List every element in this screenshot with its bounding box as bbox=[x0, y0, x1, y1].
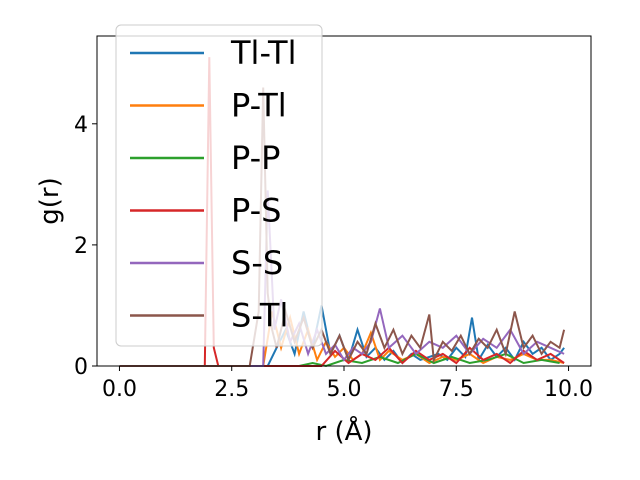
x-tick-label: 10.0 bbox=[544, 377, 593, 402]
legend-label-p-tl: P-Tl bbox=[231, 87, 287, 125]
series-line-p-s bbox=[119, 57, 565, 367]
x-tick-label: 2.5 bbox=[214, 377, 249, 402]
legend-label-p-s: P-S bbox=[231, 192, 281, 230]
legend-label-tl-tl: Tl-Tl bbox=[230, 34, 296, 72]
legend-label-p-p: P-P bbox=[231, 139, 280, 177]
legend-label-s-s: S-S bbox=[231, 244, 283, 282]
y-axis-ticks: 0 2 4 bbox=[74, 113, 97, 380]
legend-label-s-tl: S-Tl bbox=[231, 297, 288, 335]
y-tick-label: 4 bbox=[74, 113, 88, 138]
y-tick-label: 0 bbox=[74, 355, 88, 380]
x-tick-label: 0.0 bbox=[102, 377, 137, 402]
x-tick-label: 5.0 bbox=[327, 377, 362, 402]
x-axis-label: r (Å) bbox=[315, 415, 372, 447]
legend-box bbox=[115, 24, 323, 347]
y-tick-label: 2 bbox=[74, 234, 88, 259]
x-tick-label: 7.5 bbox=[439, 377, 474, 402]
x-axis-ticks: 0.0 2.5 5.0 7.5 10.0 bbox=[102, 366, 593, 402]
y-axis-label: g(r) bbox=[35, 177, 65, 224]
legend: Tl-Tl P-Tl P-P P-S S-S S-Tl bbox=[115, 24, 323, 347]
